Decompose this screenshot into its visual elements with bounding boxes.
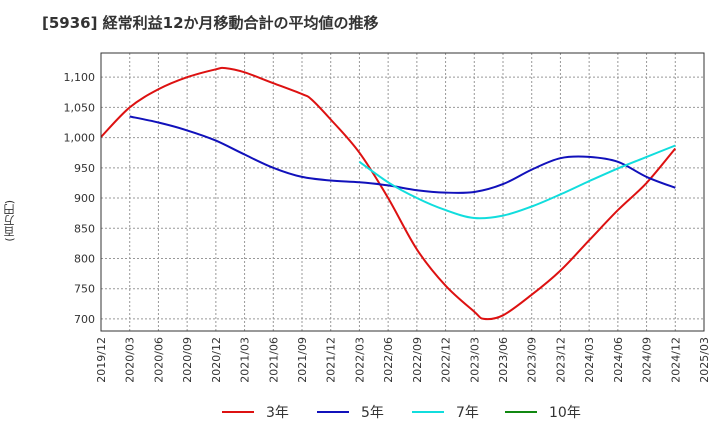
x-tick-label: 2023/09 [526,337,539,383]
y-tick-label: 850 [74,222,95,235]
legend-item: 3年 [222,402,289,422]
plot-frame [100,52,705,332]
y-tick-label: 750 [74,283,95,296]
x-tick-label: 2021/06 [267,337,280,383]
legend-label: 3年 [266,405,289,421]
y-tick-labels: 700 750 800 850 900 950 1,000 1,050 1,100 [64,71,96,326]
legend-label: 7年 [456,405,479,421]
legend-label: 5年 [361,405,384,421]
x-tick-label: 2019/12 [95,337,108,383]
y-tick-label: 1,050 [64,101,96,114]
legend-swatch [505,411,537,413]
y-tick-label: 800 [74,252,95,265]
x-tick-label: 2023/12 [554,337,567,383]
x-tick-label: 2021/09 [296,337,309,383]
grid-lines [100,53,705,331]
series-lines [100,66,677,321]
y-tick-label: 950 [74,162,95,175]
x-tick-label: 2022/12 [440,337,453,383]
y-tick-label: 1,000 [64,132,96,145]
x-tick-label: 2020/03 [124,337,137,383]
series-line-3年 [100,66,677,321]
series-line-7年 [358,144,676,220]
x-tick-label: 2022/06 [382,337,395,383]
y-tick-label: 1,100 [64,71,96,84]
legend-swatch [222,411,254,413]
x-tick-label: 2023/03 [468,337,481,383]
x-tick-label: 2020/06 [152,337,165,383]
x-tick-label: 2020/09 [181,337,194,383]
y-tick-label: 900 [74,192,95,205]
x-tick-label: 2024/06 [612,337,625,383]
x-tick-label: 2025/03 [698,337,711,383]
x-tick-label: 2024/12 [669,337,682,383]
x-tick-label: 2021/12 [325,337,338,383]
legend-label: 10年 [549,405,581,421]
legend-swatch [317,411,349,413]
x-tick-label: 2024/09 [641,337,654,383]
legend-item: 5年 [317,402,384,422]
x-tick-label: 2022/03 [353,337,366,383]
x-tick-labels: 2019/12 2020/03 2020/06 2020/09 2020/12 2021/… [95,337,711,383]
x-tick-label: 2021/03 [239,337,252,383]
legend: 3年 5年 7年 10年 [0,402,720,426]
legend-swatch [412,411,444,413]
x-tick-label: 2023/06 [497,337,510,383]
x-tick-label: 2020/12 [210,337,223,383]
chart-title: [5936] 経常利益12か月移動合計の平均値の推移 [42,14,379,32]
series-line-5年 [129,115,676,194]
x-tick-label: 2024/03 [583,337,596,383]
line-chart: 700 750 800 850 900 950 1,000 1,050 1,100 2019/1… [64,52,711,383]
legend-item: 7年 [412,402,479,422]
legend-item: 10年 [505,402,581,422]
y-tick-label: 700 [74,313,95,326]
x-tick-label: 2022/09 [411,337,424,383]
